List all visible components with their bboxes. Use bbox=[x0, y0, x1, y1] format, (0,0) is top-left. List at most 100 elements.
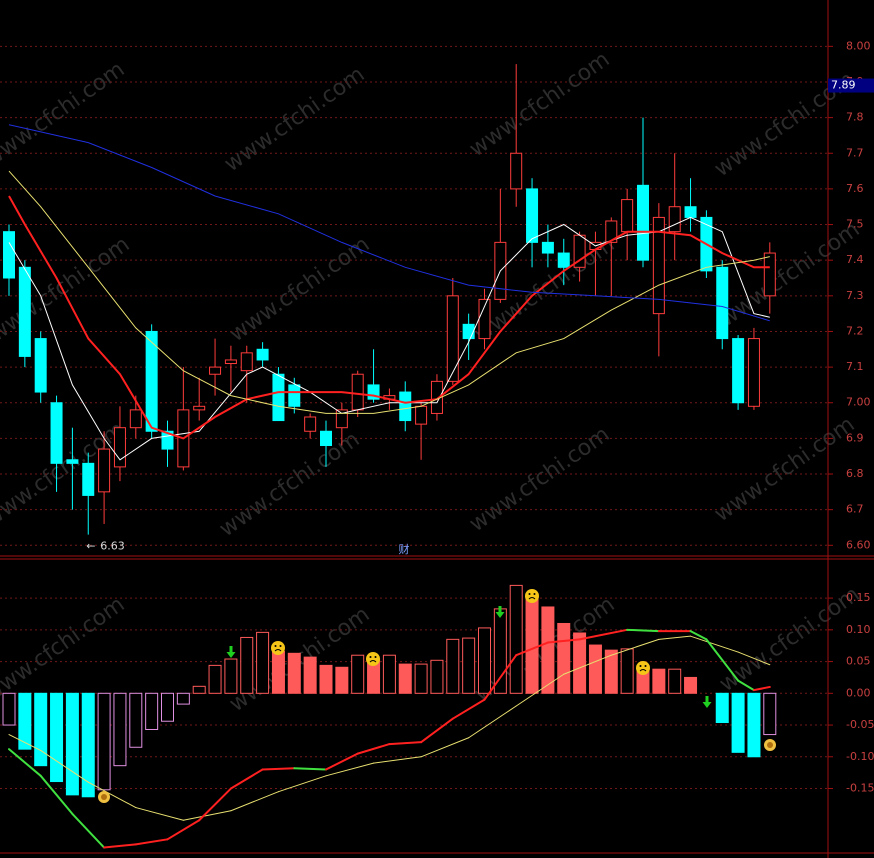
macd-line bbox=[87, 781, 137, 809]
candle-body bbox=[399, 391, 412, 422]
candle-body bbox=[335, 409, 348, 429]
icon-face bbox=[644, 665, 647, 667]
macd-line bbox=[325, 762, 375, 777]
macd-line bbox=[166, 819, 201, 841]
icon-face bbox=[525, 589, 539, 603]
macd-line bbox=[420, 717, 454, 744]
candle-body bbox=[320, 430, 332, 447]
macd-bar bbox=[541, 606, 555, 694]
icon-face bbox=[369, 660, 377, 663]
macd-line bbox=[705, 638, 740, 682]
icon-bag bbox=[101, 794, 107, 800]
y-tick-label: -0.15 bbox=[846, 782, 874, 795]
macd-bar bbox=[430, 659, 444, 694]
icon-arrow bbox=[495, 606, 505, 618]
macd-bar bbox=[557, 622, 571, 694]
macd-bar bbox=[50, 692, 64, 783]
icon-face bbox=[274, 645, 277, 647]
candle-body bbox=[66, 459, 79, 464]
macd-line bbox=[563, 654, 612, 675]
macd-bar bbox=[652, 668, 666, 694]
candle-body bbox=[557, 252, 570, 268]
icon-face bbox=[636, 661, 650, 675]
candle-body bbox=[510, 152, 523, 190]
candle-body bbox=[240, 352, 253, 372]
candle-body bbox=[462, 323, 475, 340]
macd-bar bbox=[224, 658, 238, 694]
macd-bar bbox=[287, 652, 301, 694]
macd-line bbox=[230, 791, 279, 812]
macd-line bbox=[515, 641, 549, 657]
macd-line bbox=[71, 812, 106, 849]
candle-body bbox=[716, 266, 729, 340]
candle-body bbox=[621, 199, 634, 233]
macd-line bbox=[39, 774, 74, 815]
y-tick-label: 7.4 bbox=[846, 253, 864, 266]
icon-face bbox=[639, 665, 642, 667]
macd-line bbox=[135, 807, 184, 821]
ma-line bbox=[8, 124, 770, 322]
candle-body bbox=[98, 448, 111, 493]
macd-line bbox=[658, 635, 692, 640]
macd-line bbox=[182, 810, 232, 821]
candle-body bbox=[747, 338, 760, 407]
macd-line bbox=[8, 748, 42, 777]
candle-body bbox=[256, 348, 269, 361]
candle-body bbox=[637, 184, 649, 261]
macd-bar bbox=[525, 595, 539, 694]
candle-body bbox=[272, 373, 285, 422]
candle-body bbox=[541, 241, 554, 254]
macd-line bbox=[515, 673, 565, 707]
candle-body bbox=[82, 462, 95, 496]
macd-line bbox=[689, 630, 708, 641]
macd-line bbox=[103, 843, 137, 849]
icon-bag bbox=[767, 742, 773, 748]
macd-bar bbox=[763, 692, 777, 736]
macd-bar bbox=[129, 692, 143, 748]
candle-body bbox=[193, 405, 206, 411]
icon-face bbox=[639, 669, 647, 672]
y-tick-label: 6.9 bbox=[846, 431, 864, 444]
macd-bar bbox=[351, 654, 365, 694]
icon-face bbox=[528, 597, 536, 600]
y-tick-label: 7.2 bbox=[846, 324, 864, 337]
icon-arrow bbox=[702, 696, 712, 708]
y-tick-label: 7.1 bbox=[846, 360, 864, 373]
macd-line bbox=[578, 628, 629, 641]
candle-body bbox=[145, 330, 158, 432]
macd-bar bbox=[176, 692, 190, 705]
macd-line bbox=[483, 654, 518, 701]
candle-body bbox=[763, 252, 776, 297]
macd-line bbox=[277, 775, 327, 793]
icon-face bbox=[271, 641, 285, 655]
marker: 财 bbox=[399, 542, 410, 556]
macd-line bbox=[752, 685, 771, 692]
macd-line bbox=[546, 638, 581, 644]
macd-line bbox=[451, 698, 486, 720]
candle-body bbox=[652, 216, 665, 315]
candle-body bbox=[224, 359, 237, 365]
last-price: 7.89 bbox=[831, 79, 856, 92]
macd-bar bbox=[256, 631, 270, 694]
y-tick-label: 7.6 bbox=[846, 182, 864, 195]
candle-body bbox=[50, 402, 63, 464]
watermark: www.cfchi.com bbox=[710, 412, 859, 527]
macd-bar bbox=[588, 644, 602, 694]
y-tick-label: 8.00 bbox=[846, 39, 871, 52]
ma-line bbox=[8, 170, 770, 414]
watermark: www.cfchi.com bbox=[0, 57, 129, 172]
macd-bar bbox=[462, 637, 476, 694]
low-label: 6.63 bbox=[100, 540, 125, 553]
candle-body bbox=[351, 373, 364, 411]
y-tick-label: 6.60 bbox=[846, 538, 871, 551]
macd-bar bbox=[65, 692, 79, 796]
icon-face bbox=[528, 593, 531, 595]
watermark: www.cfchi.com bbox=[225, 232, 374, 347]
macd-line bbox=[325, 752, 359, 771]
macd-bar bbox=[271, 650, 285, 694]
price-tag bbox=[828, 78, 874, 93]
macd-line bbox=[229, 768, 264, 790]
macd-line bbox=[198, 787, 232, 822]
macd-line bbox=[293, 767, 327, 771]
